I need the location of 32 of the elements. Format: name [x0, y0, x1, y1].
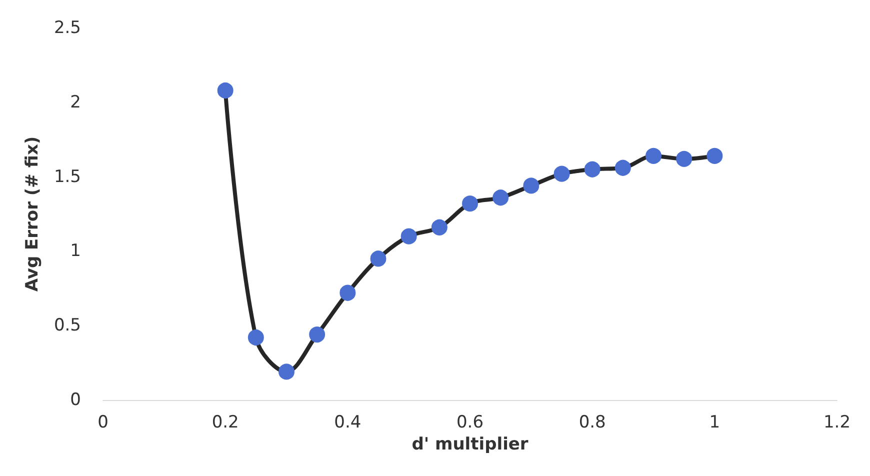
point [523, 178, 540, 194]
point [676, 150, 692, 167]
x-tick-label: 0.8 [578, 412, 606, 432]
point [431, 219, 448, 236]
x-tick-label: 0.6 [456, 412, 484, 432]
point [248, 330, 264, 346]
x-tick-label: 0.2 [212, 412, 239, 432]
y-tick-label: 1 [70, 241, 81, 262]
y-tick-label: 1.5 [54, 166, 81, 187]
point [340, 284, 356, 301]
x-tick-label: 1.2 [823, 412, 851, 432]
point [492, 190, 509, 206]
point [462, 196, 478, 212]
point [706, 148, 723, 164]
point [584, 161, 600, 178]
point [646, 148, 662, 164]
y-axis-title: Avg Error (# fix) [22, 136, 42, 292]
y-tick-label: 0.5 [54, 316, 81, 336]
point [217, 82, 234, 98]
y-tick-label: 2 [70, 92, 81, 112]
x-tick-label: 1 [709, 412, 720, 432]
y-tick-label: 0 [70, 390, 81, 410]
x-tick-label: 0 [98, 412, 108, 432]
point [370, 250, 386, 267]
point [614, 160, 631, 176]
x-axis-title: d' multiplier [412, 434, 529, 454]
x-tick-label: 0.4 [334, 412, 362, 432]
point [554, 166, 570, 182]
point [309, 326, 326, 343]
y-tick-label: 2.5 [54, 18, 81, 38]
point [400, 228, 417, 244]
point [278, 364, 294, 380]
